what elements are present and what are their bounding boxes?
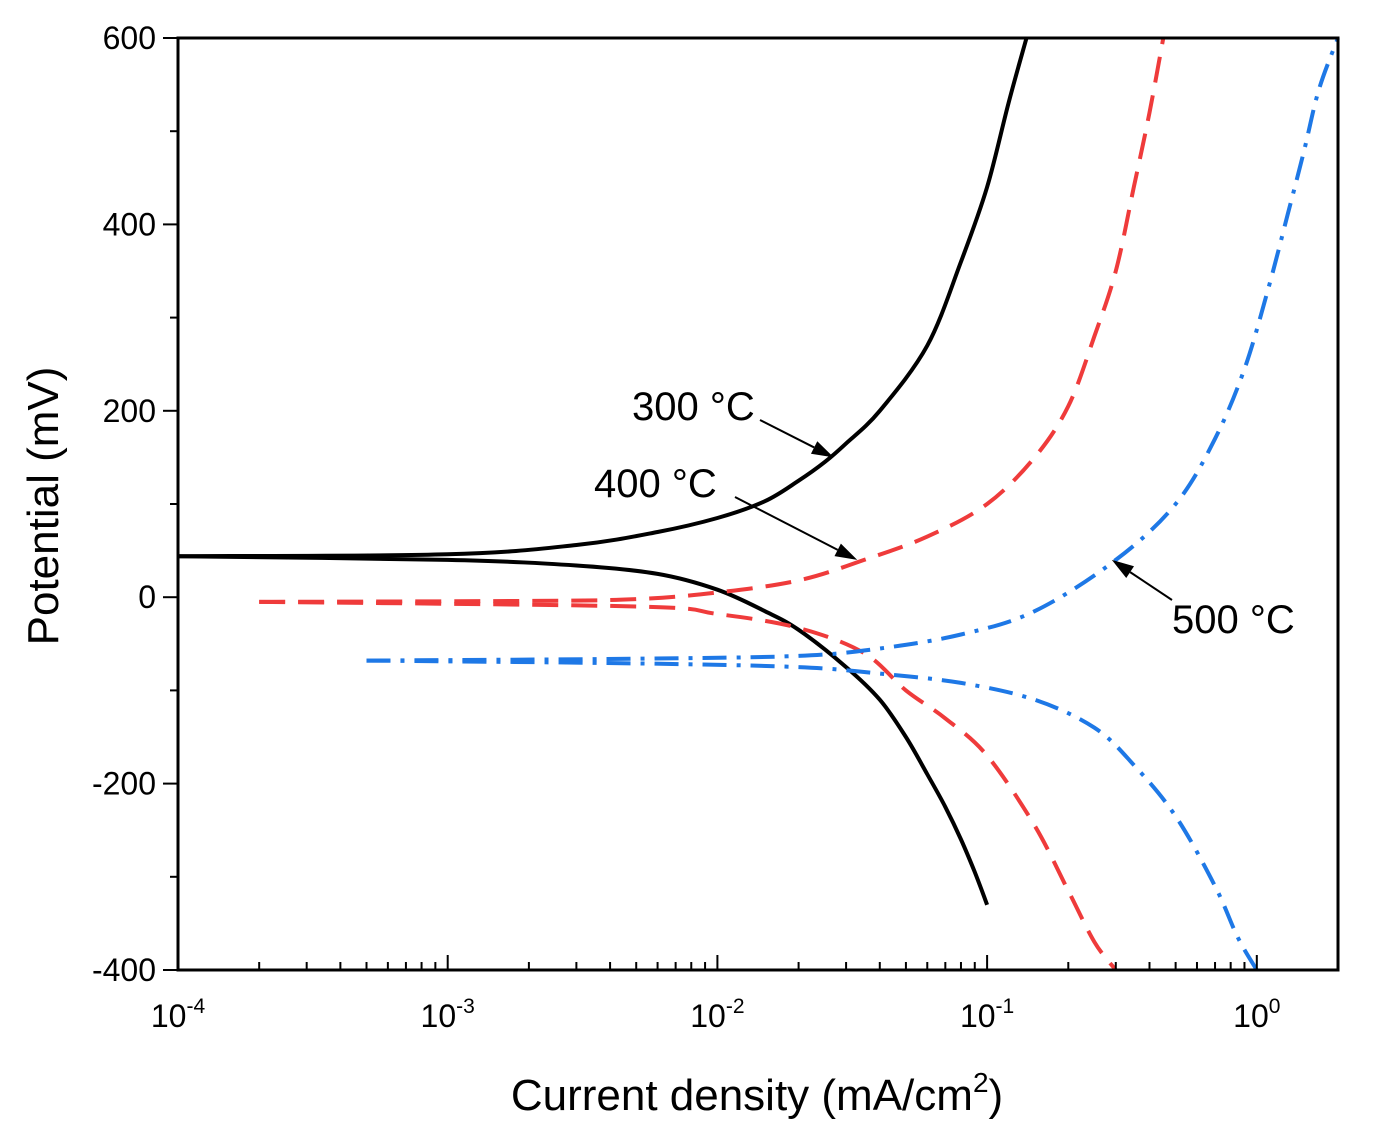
y-axis-ticks: -400 -200 0 200 400 600 <box>92 20 178 988</box>
annotation-300: 300 °C <box>632 385 834 458</box>
x-axis-title-close: ) <box>989 1071 1004 1120</box>
x-tick-label-base: 10 <box>960 998 996 1034</box>
x-axis-ticks: 10-4 10-3 10-2 10-1 100 <box>151 955 1339 1034</box>
annotation-500: 500 °C <box>1111 559 1295 642</box>
series-1-cathodic-line <box>177 554 989 906</box>
x-axis-title-text: Current density (mA/cm <box>511 1071 973 1120</box>
x-tick-label-base: 10 <box>151 998 187 1034</box>
x-tick-label-exponent: 0 <box>1269 995 1281 1018</box>
annotation-400-label: 400 °C <box>594 462 717 506</box>
series-3-cathodic-line <box>366 658 1259 972</box>
series-2-anodic-line <box>259 37 1166 604</box>
y-tick-label: 600 <box>103 20 156 56</box>
x-tick-label: 10-1 <box>960 995 1014 1034</box>
x-axis-title-superscript: 2 <box>973 1067 989 1098</box>
series-layer <box>177 37 1340 972</box>
x-tick-label: 10-3 <box>421 995 475 1034</box>
x-tick-label-exponent: -4 <box>186 995 205 1018</box>
x-tick-label: 10-4 <box>151 995 206 1034</box>
x-tick-label-exponent: -3 <box>456 995 475 1018</box>
series-3-anodic-line <box>366 37 1340 663</box>
y-tick-label: -400 <box>92 952 156 988</box>
y-tick-label: 200 <box>103 393 156 429</box>
x-tick-label-exponent: -1 <box>996 995 1015 1018</box>
annotation-300-arrow <box>759 419 815 449</box>
y-tick-label: 400 <box>103 206 156 242</box>
y-tick-label: 0 <box>138 579 156 615</box>
annotation-300-label: 300 °C <box>632 385 755 429</box>
x-tick-label-base: 10 <box>421 998 457 1034</box>
x-tick-label-base: 10 <box>690 998 726 1034</box>
annotation-400: 400 °C <box>594 462 858 560</box>
x-tick-label-exponent: -2 <box>726 995 745 1018</box>
x-tick-label-base: 10 <box>1233 998 1269 1034</box>
series-2-cathodic-line <box>259 599 1118 972</box>
x-tick-label: 100 <box>1233 995 1280 1034</box>
annotation-300-arrowhead <box>810 441 834 458</box>
annotation-500-arrow <box>1129 571 1173 601</box>
y-axis-title: Potential (mV) <box>19 367 68 646</box>
annotation-400-arrow <box>734 496 839 551</box>
y-tick-label: -200 <box>92 766 156 802</box>
annotation-400-arrowhead <box>834 543 858 560</box>
series-1-anodic-line <box>177 37 1029 559</box>
annotation-500-arrowhead <box>1111 559 1135 578</box>
annotation-500-label: 500 °C <box>1172 598 1295 642</box>
x-tick-label: 10-2 <box>690 995 744 1034</box>
x-axis-title: Current density (mA/cm2) <box>511 1067 1003 1120</box>
